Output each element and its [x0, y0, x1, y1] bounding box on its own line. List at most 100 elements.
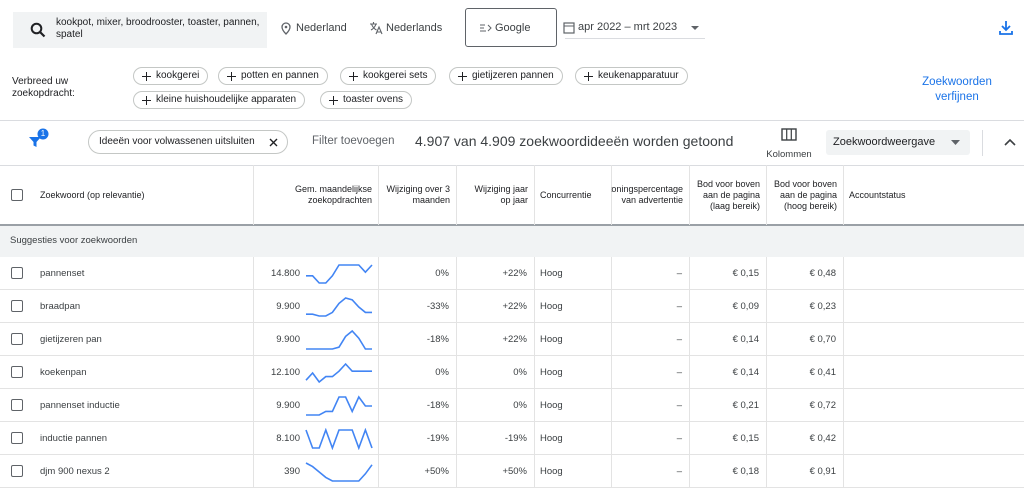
cell-value: Hoog [540, 400, 563, 411]
trend-sparkline [306, 395, 372, 416]
column-divider [534, 257, 535, 290]
cell-value: -18% [426, 400, 449, 411]
column-divider [456, 422, 457, 455]
column-divider [689, 257, 690, 290]
suggestion-chip[interactable]: keukenapparatuur [575, 67, 688, 85]
column-divider [534, 290, 535, 323]
language[interactable]: Nederlands [386, 22, 443, 34]
column-divider [766, 165, 767, 225]
search-box[interactable] [13, 12, 267, 48]
column-divider [456, 389, 457, 422]
filter-chip[interactable]: Ideeën voor volwassenen uitsluiten [88, 130, 288, 154]
cell-value: 14.800 [270, 268, 300, 279]
column-divider [378, 455, 379, 488]
trend-line [306, 395, 372, 416]
suggestion-chip[interactable]: kookgerei [133, 67, 209, 85]
column-header[interactable]: Bod voor boven aan de pagina (hoog berei… [773, 178, 837, 211]
download-icon[interactable] [999, 20, 1013, 36]
row-checkbox[interactable] [11, 465, 23, 477]
trend-line [305, 428, 373, 450]
cell-value: 9.900 [276, 301, 300, 312]
select-all-checkbox[interactable] [11, 189, 23, 201]
date-range[interactable]: apr 2022 – mrt 2023 [578, 21, 678, 33]
column-divider [689, 422, 690, 455]
cell-value: 12.100 [270, 367, 300, 378]
suggestion-chip[interactable]: kleine huishoudelijke apparaten [133, 91, 306, 109]
table-top [0, 165, 1024, 166]
column-header[interactable]: Bod voor boven aan de pagina (laag berei… [696, 178, 760, 211]
trend-sparkline [306, 264, 373, 284]
columns-icon[interactable] [781, 128, 797, 141]
column-header[interactable]: Vertoningspercentage van advertentie [611, 184, 683, 205]
row-checkbox[interactable] [11, 432, 23, 444]
column-divider [378, 422, 379, 455]
trend-sparkline [306, 329, 372, 350]
suggestion-chip[interactable]: toaster ovens [320, 91, 413, 109]
column-divider [378, 290, 379, 323]
cell-value: € 0,70 [809, 334, 836, 345]
suggestion-chip[interactable]: kookgerei sets [340, 67, 437, 85]
collapse-icon[interactable] [1004, 138, 1016, 146]
trend-line [305, 462, 373, 482]
column-header[interactable]: Zoekwoord (op relevantie) [40, 189, 145, 200]
cell-value: € 0,72 [809, 400, 836, 411]
row-checkbox[interactable] [11, 333, 23, 345]
cell-value: 0% [513, 367, 527, 378]
column-divider [843, 422, 844, 455]
refine-button[interactable]: Zoekwoorden verfijnen [922, 76, 992, 103]
suggestion-chip[interactable]: gietijzeren pannen [449, 67, 563, 85]
row-divider [0, 487, 1024, 488]
broaden-label: Verbreed uw zoekopdracht: [12, 76, 75, 99]
column-divider [534, 356, 535, 389]
cell-value: € 0,15 [732, 433, 759, 444]
column-divider [534, 389, 535, 422]
row-divider [0, 388, 1024, 389]
location[interactable]: Nederland [296, 22, 347, 34]
network-box[interactable] [465, 8, 557, 47]
close-icon[interactable] [269, 138, 278, 147]
keyword: koekenpan [40, 367, 87, 378]
section-label: Suggesties voor zoekwoorden [10, 235, 138, 246]
cell-value: 0% [435, 367, 449, 378]
column-header[interactable]: Accountstatus [849, 189, 906, 200]
column-divider [689, 356, 690, 389]
column-divider [766, 389, 767, 422]
column-divider [534, 323, 535, 356]
trend-line [306, 297, 372, 317]
cell-value: -19% [426, 433, 449, 444]
row-checkbox[interactable] [11, 300, 23, 312]
column-header[interactable]: Wijziging over 3 maanden [386, 184, 450, 205]
dropdown-arrow [691, 26, 699, 30]
language-icon [370, 22, 383, 35]
filter-icon[interactable] [27, 128, 51, 152]
column-divider [689, 290, 690, 323]
view-dropdown[interactable]: Zoekwoordweergave [826, 130, 970, 155]
cell-value: +22% [502, 268, 527, 279]
columns-label: Kolommen [766, 149, 812, 160]
cell-value: -18% [426, 334, 449, 345]
column-divider [843, 356, 844, 389]
column-divider [611, 257, 612, 290]
column-header[interactable]: Concurrentie [540, 189, 592, 200]
cell-value: € 0,91 [809, 466, 836, 477]
view-label: Zoekwoordweergave [833, 136, 936, 148]
column-divider [843, 290, 844, 323]
row-checkbox[interactable] [11, 366, 23, 378]
cell-value: € 0,14 [732, 334, 759, 345]
row-checkbox[interactable] [11, 399, 23, 411]
column-divider [378, 257, 379, 290]
column-divider [766, 356, 767, 389]
column-header[interactable]: Gem. maandelijkse zoekopdrachten [294, 184, 372, 205]
add-filter[interactable]: Filter toevoegen [312, 135, 395, 147]
row-checkbox[interactable] [11, 267, 23, 279]
column-divider [611, 165, 612, 225]
cell-value: € 0,21 [732, 400, 759, 411]
cell-value: -19% [504, 433, 527, 444]
column-divider [843, 257, 844, 290]
column-divider [456, 257, 457, 290]
suggestion-chip[interactable]: potten en pannen [218, 67, 328, 85]
column-header[interactable]: Wijziging jaar op jaar [474, 184, 528, 205]
column-divider [378, 165, 379, 225]
trend-line [306, 329, 372, 350]
